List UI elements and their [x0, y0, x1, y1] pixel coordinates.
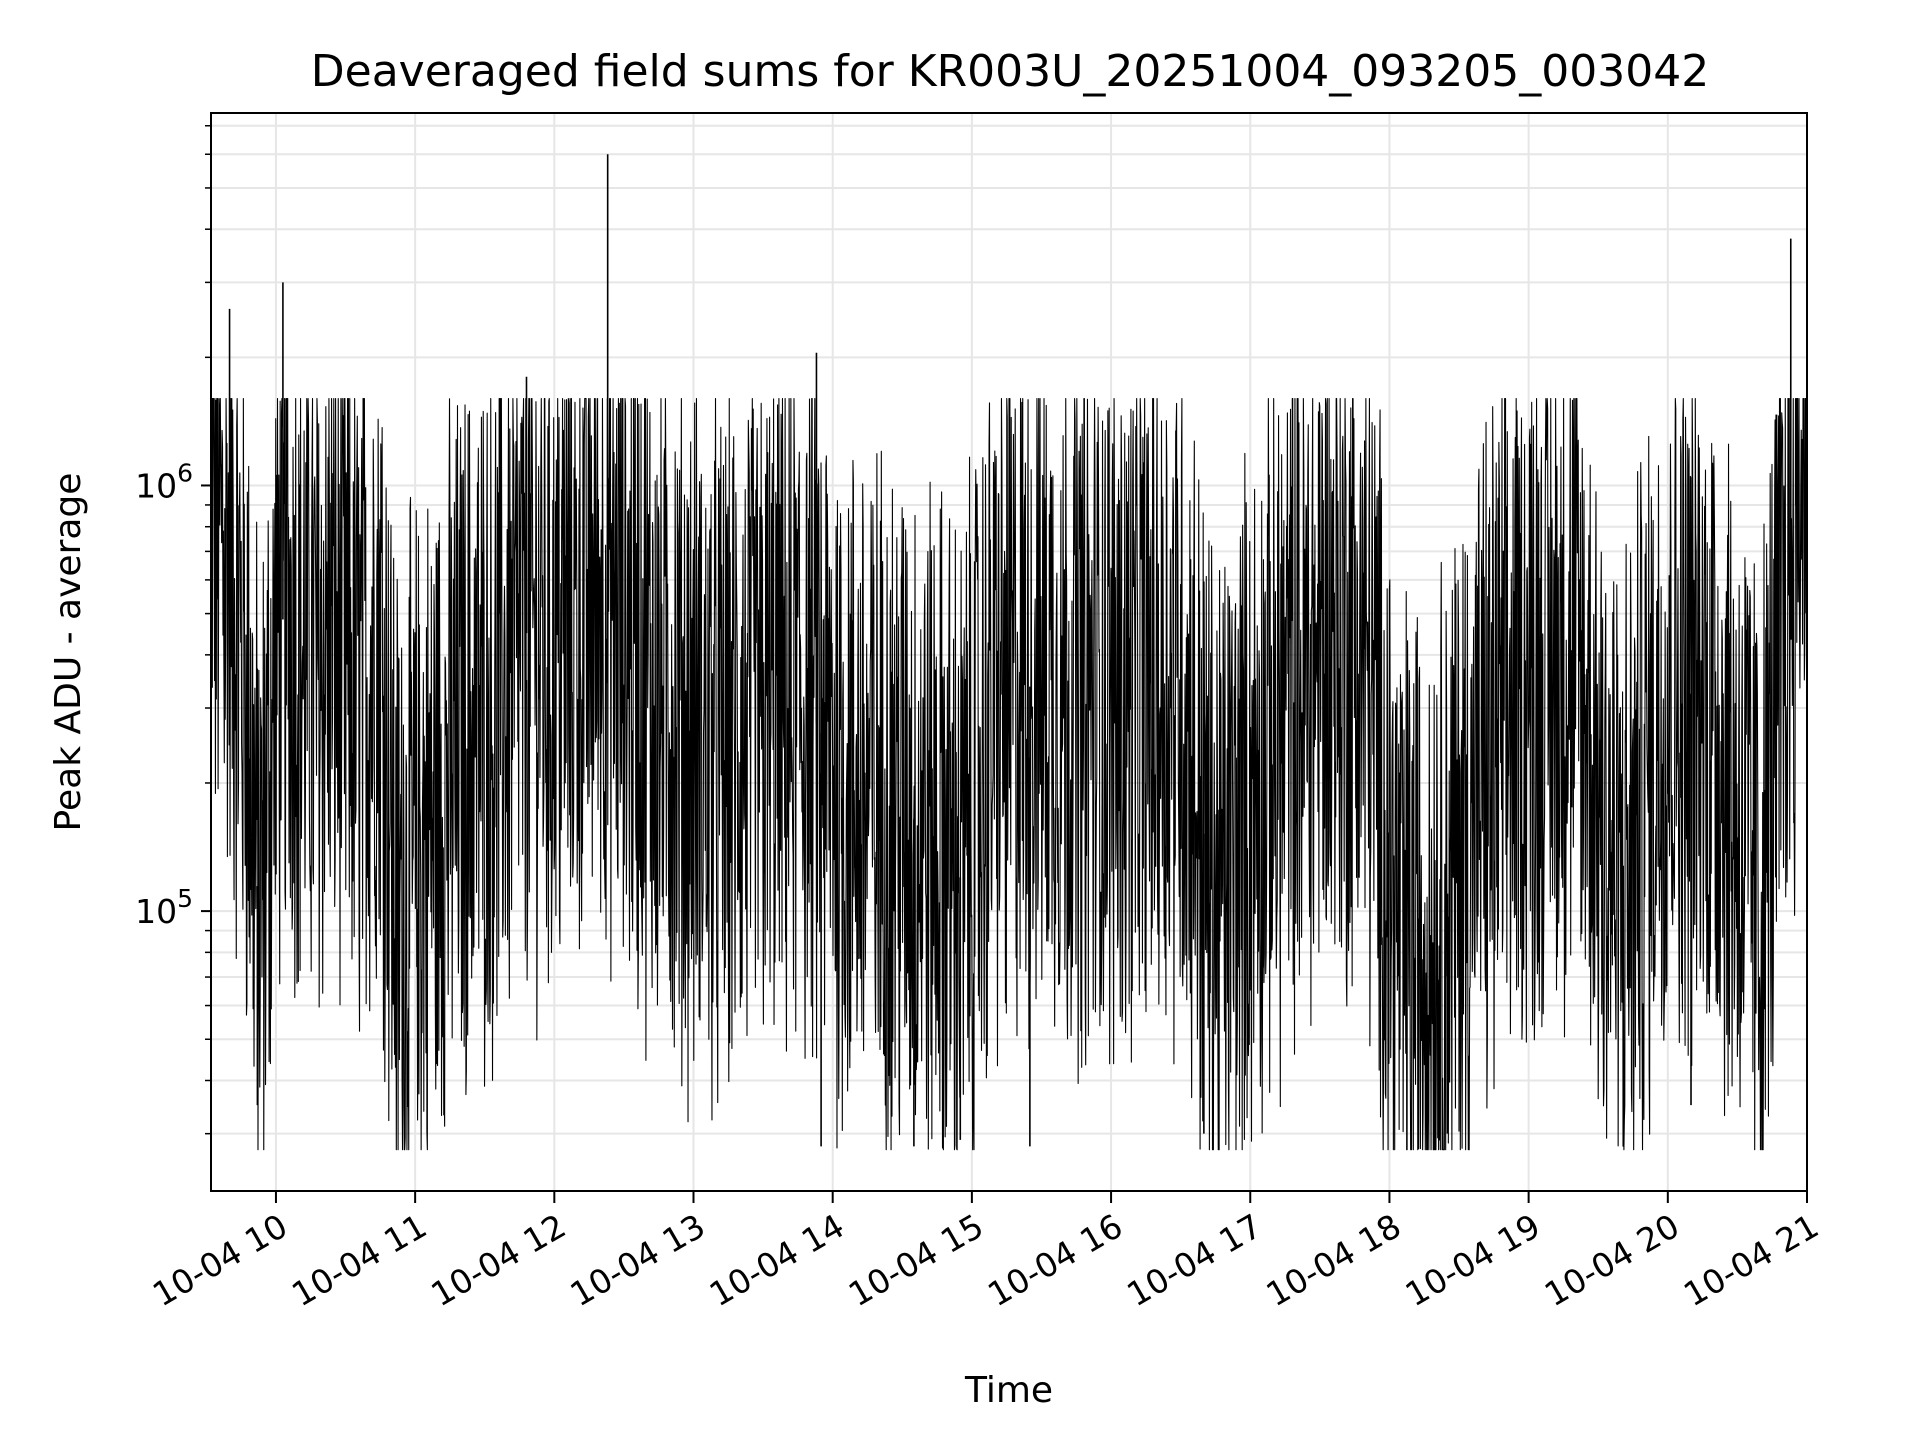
- series-group: [210, 154, 1808, 1151]
- x-axis-label: Time: [964, 1370, 1053, 1411]
- y-tick-label: 105: [135, 884, 193, 931]
- y-axis-label: Peak ADU - average: [48, 473, 89, 832]
- y-tick-label: 106: [135, 458, 193, 505]
- plot-frame: [210, 112, 1808, 1192]
- series-line: [210, 398, 1808, 1151]
- chart-title: Deaveraged field sums for KR003U_2025100…: [311, 46, 1709, 97]
